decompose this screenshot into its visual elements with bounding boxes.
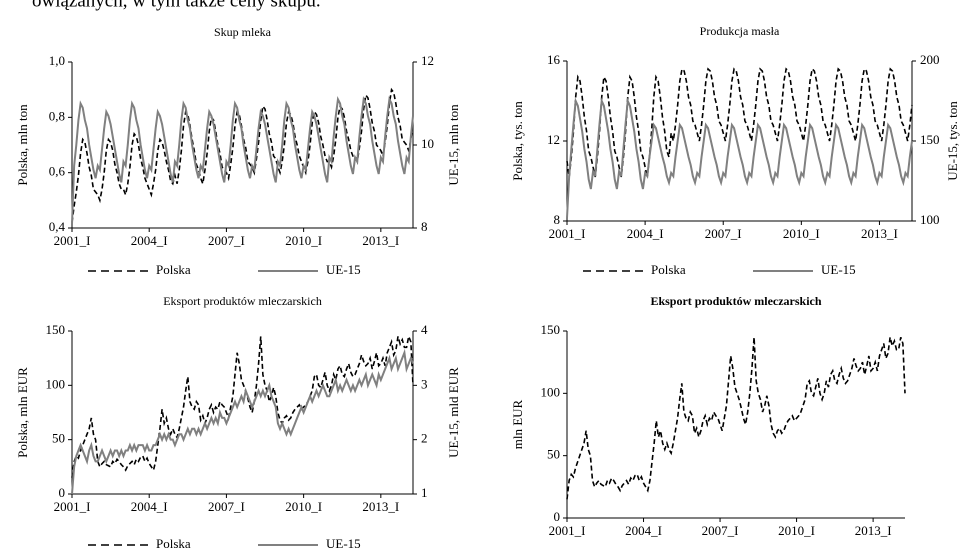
x-tick-label: 2013_I [362,499,399,514]
chart-title: Eksport produktów mleczarskich [163,294,322,308]
x-tick-label: 2007_I [702,523,739,538]
legend-label: Polska [651,262,686,277]
x-tick-label: 2004_I [131,499,168,514]
y2-axis-label: UE-15, mln ton [446,104,461,186]
x-tick-label: 2013_I [861,226,898,241]
y2-axis-label: UE-15, mld EUR [446,367,461,458]
y-tick-label: 16 [547,52,561,67]
y-tick-label: 50 [547,447,560,462]
x-tick-label: 2004_I [627,226,664,241]
y2-tick-label: 4 [421,322,428,337]
legend-label: Polska [156,536,191,551]
y-tick-label: 100 [46,376,66,391]
y2-tick-label: 8 [421,219,428,234]
y-axis-label: Polska, mln EUR [15,367,30,458]
y-tick-label: 8 [554,212,561,227]
series-line [71,333,414,478]
y2-tick-label: 10 [421,136,434,151]
series-line [71,348,414,495]
x-tick-label: 2004_I [131,233,168,248]
x-tick-label: 2001_I [549,226,586,241]
y-axis-label: Polska, mln ton [15,104,30,186]
y-tick-label: 0,4 [49,219,66,234]
series-line [566,67,913,178]
chart-title: Eksport produktów mleczarskich [650,294,821,308]
x-tick-label: 2004_I [625,523,662,538]
x-tick-label: 2010_I [778,523,815,538]
x-tick-label: 2007_I [705,226,742,241]
series-line [566,97,913,218]
y2-tick-label: 100 [920,212,940,227]
chart-title: Skup mleka [214,25,272,39]
y-axis-label: Polska, tys. ton [510,101,525,181]
y-tick-label: 0 [59,485,66,500]
y2-tick-label: 1 [421,485,428,500]
y2-axis-label: UE-15, tys. ton [945,101,960,181]
y-tick-label: 12 [547,132,560,147]
x-tick-label: 2010_I [783,226,820,241]
x-tick-label: 2007_I [208,233,245,248]
x-tick-label: 2001_I [54,233,91,248]
x-tick-label: 2013_I [855,523,892,538]
y2-tick-label: 200 [920,52,940,67]
y-axis-label: mln EUR [510,399,525,449]
series-line [71,96,414,224]
x-tick-label: 2013_I [362,233,399,248]
y2-tick-label: 12 [421,53,434,68]
legend-label: UE-15 [821,262,856,277]
series-line [566,336,906,500]
y-tick-label: 0,6 [49,164,66,179]
y-tick-label: 0 [554,509,561,524]
chart-title: Produkcja masła [700,24,780,38]
legend-label: Polska [156,262,191,277]
y-tick-label: 150 [541,322,561,337]
x-tick-label: 2001_I [54,499,91,514]
y2-tick-label: 150 [920,132,940,147]
x-tick-label: 2010_I [285,233,322,248]
y-tick-label: 0,8 [49,108,65,123]
y2-tick-label: 3 [421,376,428,391]
x-tick-label: 2007_I [208,499,245,514]
y-tick-label: 50 [52,431,65,446]
x-tick-label: 2001_I [549,523,586,538]
header-text: owiązanych, w tym także ceny skupu. [32,0,321,11]
x-tick-label: 2010_I [285,499,322,514]
y-tick-label: 100 [541,384,561,399]
y2-tick-label: 2 [421,431,428,446]
y-tick-label: 150 [46,322,66,337]
legend-label: UE-15 [326,262,361,277]
legend-label: UE-15 [326,536,361,551]
y-tick-label: 1,0 [49,53,65,68]
